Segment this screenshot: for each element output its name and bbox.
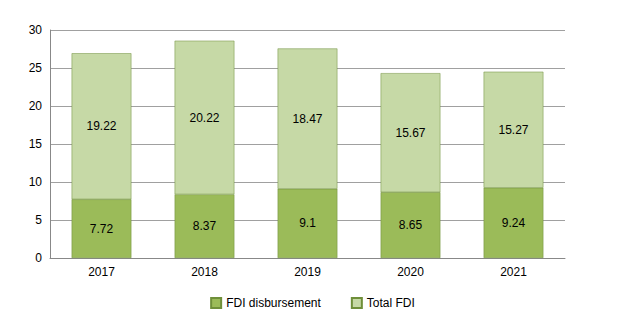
svg-text:10: 10 [29,175,43,189]
svg-text:25: 25 [29,61,43,75]
svg-text:0: 0 [35,251,42,265]
svg-text:9.1: 9.1 [299,216,316,230]
svg-text:7.72: 7.72 [90,222,114,236]
svg-text:2021: 2021 [500,265,527,279]
svg-text:2018: 2018 [191,265,218,279]
svg-text:5: 5 [35,213,42,227]
svg-text:20.22: 20.22 [189,111,219,125]
svg-text:2020: 2020 [397,265,424,279]
svg-text:19.22: 19.22 [86,119,116,133]
svg-text:8.65: 8.65 [399,218,423,232]
svg-text:15.67: 15.67 [395,126,425,140]
svg-text:30: 30 [29,23,43,37]
svg-text:2019: 2019 [294,265,321,279]
svg-text:9.24: 9.24 [502,216,526,230]
svg-text:15.27: 15.27 [498,123,528,137]
svg-text:15: 15 [29,137,43,151]
svg-text:18.47: 18.47 [292,112,322,126]
svg-text:8.37: 8.37 [193,219,217,233]
svg-text:2017: 2017 [88,265,115,279]
svg-text:FDI disbursement: FDI disbursement [226,296,321,310]
svg-text:Total FDI: Total FDI [367,296,415,310]
svg-text:20: 20 [29,99,43,113]
